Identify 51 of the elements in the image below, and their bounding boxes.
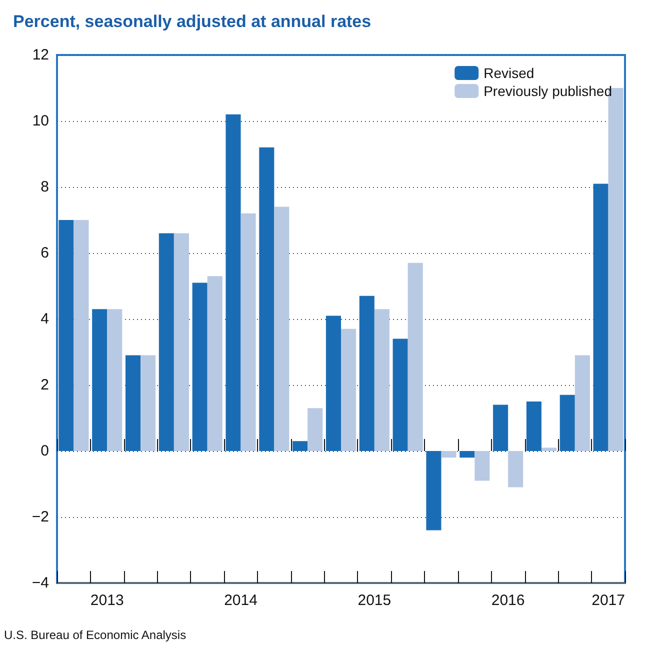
bar — [441, 451, 456, 458]
y-tick-label: −4 — [32, 574, 49, 592]
bar — [460, 451, 475, 458]
x-tick-label: 2016 — [491, 592, 525, 609]
bar — [292, 441, 308, 451]
bar — [92, 309, 108, 451]
bar — [474, 451, 490, 481]
bar — [192, 282, 208, 451]
bar — [326, 316, 341, 451]
y-tick-label: 12 — [32, 46, 49, 64]
bar — [426, 451, 442, 530]
bar — [125, 355, 141, 451]
legend-label: Revised — [484, 65, 534, 81]
bar — [240, 213, 256, 451]
bar — [541, 448, 557, 451]
bar — [508, 451, 524, 488]
x-tick-label: 2017 — [592, 592, 625, 609]
y-tick-label: 0 — [40, 442, 49, 460]
bar — [259, 147, 274, 451]
bar — [374, 309, 390, 451]
bar — [158, 233, 174, 451]
y-tick-label: 10 — [32, 112, 49, 130]
bar — [274, 206, 290, 451]
bar — [174, 233, 189, 451]
bar — [574, 355, 590, 451]
x-tick-label: 2013 — [90, 592, 124, 609]
y-tick-label: 4 — [40, 310, 49, 328]
bar — [207, 276, 222, 451]
bar — [140, 355, 156, 451]
bar — [226, 114, 241, 451]
bar — [560, 394, 575, 451]
bar — [58, 220, 74, 451]
text: U.S. Bureau of Economic Analysis — [4, 628, 186, 642]
bar — [308, 408, 323, 451]
x-tick-label: 2015 — [358, 592, 392, 609]
y-tick-label: −2 — [32, 508, 49, 526]
bar — [341, 328, 356, 451]
y-tick-label: 6 — [40, 244, 49, 262]
bar — [408, 262, 423, 451]
y-tick-label: 2 — [40, 376, 49, 394]
bar — [74, 220, 89, 451]
x-tick-label: 2014 — [224, 592, 258, 609]
bar — [359, 296, 374, 451]
bar — [593, 184, 608, 451]
bar — [526, 402, 542, 451]
bar — [392, 338, 408, 451]
chart-title: Percent, seasonally adjusted at annual rates — [13, 12, 372, 31]
legend-label: Previously published — [484, 83, 612, 99]
y-tick-label: 8 — [40, 178, 49, 196]
bar — [107, 309, 122, 451]
bar — [493, 404, 508, 451]
